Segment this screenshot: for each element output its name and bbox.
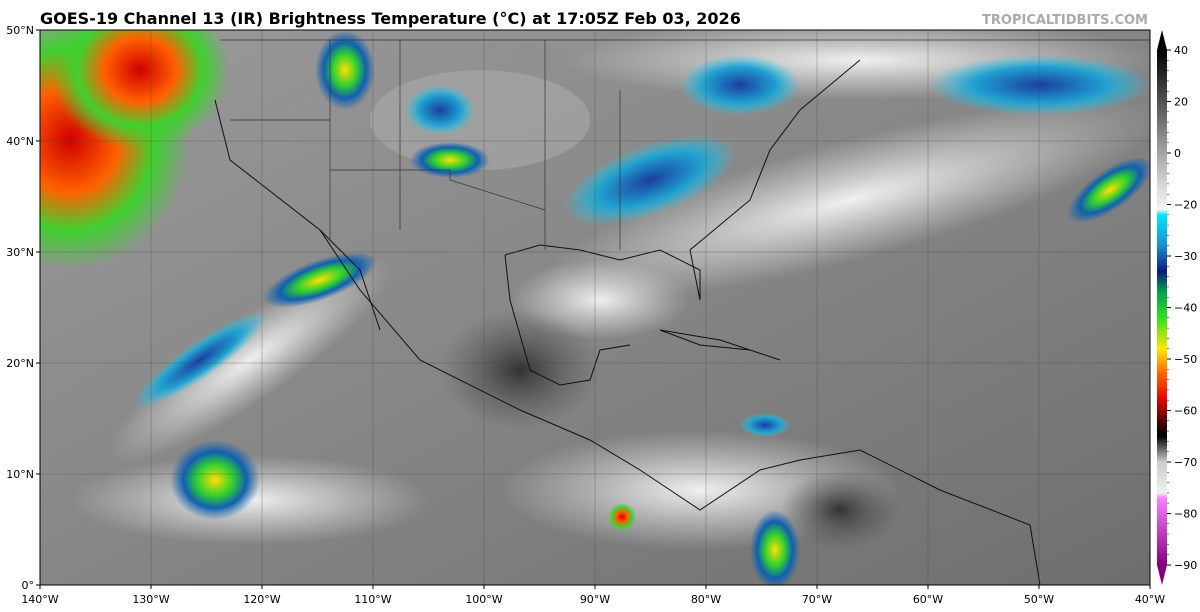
source: TROPICALTIDBITS.COM xyxy=(982,13,1148,28)
lat-label: 30°N xyxy=(6,246,34,259)
lat-label: 0° xyxy=(22,579,35,592)
colorbar-bottom xyxy=(1157,565,1167,585)
colorbar-label: −70 xyxy=(1174,456,1197,469)
colorbar-label: −80 xyxy=(1174,508,1197,521)
lon-label: 70°W xyxy=(802,593,832,606)
lon-label: 100°W xyxy=(465,593,502,606)
imagery xyxy=(40,30,1150,585)
colorbar xyxy=(1157,50,1167,565)
lon-label: 80°W xyxy=(691,593,721,606)
title: GOES-19 Channel 13 (IR) Brightness Tempe… xyxy=(40,9,741,28)
lon-label: 90°W xyxy=(580,593,610,606)
lon-label: 60°W xyxy=(913,593,943,606)
colorbar-label: −50 xyxy=(1174,353,1197,366)
colorbar-label: −60 xyxy=(1174,405,1197,418)
colorbar-label: 20 xyxy=(1174,96,1188,109)
colorbar-label: 0 xyxy=(1174,147,1181,160)
lat-label: 40°N xyxy=(6,135,34,148)
lon-label: 40°W xyxy=(1135,593,1165,606)
colorbar-label: −90 xyxy=(1174,559,1197,572)
colorbar-label: 40 xyxy=(1174,44,1188,57)
colorbar-label: −20 xyxy=(1174,199,1197,212)
lon-label: 50°W xyxy=(1024,593,1054,606)
lat-label: 50°N xyxy=(6,24,34,37)
colorbar-label: −40 xyxy=(1174,302,1197,315)
lon-label: 120°W xyxy=(243,593,280,606)
lon-label: 110°W xyxy=(354,593,391,606)
colorbar-top xyxy=(1157,30,1167,50)
lat-label: 20°N xyxy=(6,357,34,370)
colorbar-label: −30 xyxy=(1174,250,1197,263)
lon-label: 130°W xyxy=(132,593,169,606)
lat-label: 10°N xyxy=(6,468,34,481)
lon-label: 140°W xyxy=(21,593,58,606)
